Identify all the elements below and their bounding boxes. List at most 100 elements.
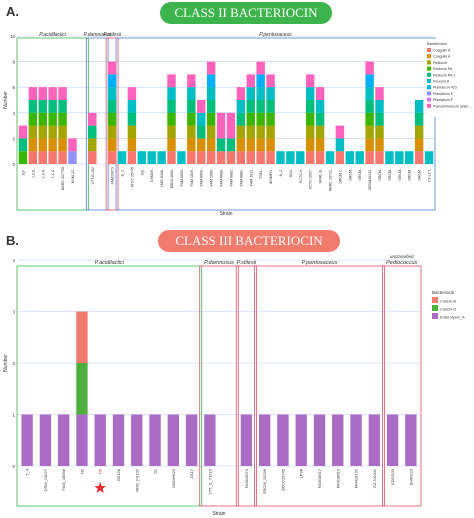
bar-segment xyxy=(48,151,57,164)
bar-segment xyxy=(187,112,196,126)
legend-label: Pediocin PA xyxy=(433,67,453,71)
legend-label: Plantaricin 423 xyxy=(433,86,457,90)
bar-segment xyxy=(167,74,176,88)
bar-segment xyxy=(315,100,325,113)
x-tick-label: NBRC 107768 xyxy=(61,167,65,190)
bar-segment xyxy=(365,61,374,75)
bar-segment xyxy=(305,125,315,139)
legend-swatch xyxy=(427,48,431,52)
bar-segment xyxy=(68,138,77,152)
bar-segment xyxy=(236,138,246,152)
bar-segment xyxy=(414,112,424,126)
bar-segment xyxy=(424,151,434,164)
bar-segment xyxy=(38,87,47,100)
x-tick-label: KCTC-6... xyxy=(299,167,303,183)
bar-segment xyxy=(187,74,196,88)
bar-segment xyxy=(167,112,176,126)
bar-segment xyxy=(236,100,246,113)
group-label: P.acidilactici xyxy=(95,260,125,266)
x-tick-label: MNB_FS102 xyxy=(134,468,139,492)
x-tick-label: T_4 xyxy=(25,468,30,476)
bar-segment xyxy=(206,125,216,139)
bar-segment xyxy=(58,100,67,113)
x-tick-label: EDGC03 xyxy=(390,468,395,485)
bar-segment xyxy=(236,87,246,100)
x-tick-label: IDSMPO... xyxy=(269,167,273,184)
x-tick-label: SRCM... xyxy=(348,167,352,181)
bar-segment xyxy=(375,138,384,152)
bar-segment xyxy=(18,151,28,164)
bar-segment xyxy=(76,311,88,363)
bar-segment xyxy=(28,112,38,126)
group-label: P.acidilactici xyxy=(39,32,67,38)
legend-swatch xyxy=(432,297,438,303)
x-tick-label: SRCM_10236 xyxy=(262,468,267,494)
bar-segment xyxy=(204,414,216,466)
x-tick-label: NRRL-B... xyxy=(319,167,323,183)
group-box-1 xyxy=(199,265,239,507)
x-tick-label: FAM 8888... xyxy=(220,167,224,186)
bar-segment xyxy=(167,125,176,139)
bar-segment xyxy=(277,414,289,466)
x-tick-label: FAM18615 xyxy=(335,468,340,488)
bar-segment xyxy=(48,125,57,139)
highlight-star-icon xyxy=(94,482,106,493)
legend-swatch xyxy=(427,54,431,59)
legend-label: Colicin-B xyxy=(440,299,456,304)
bar-segment xyxy=(206,87,216,100)
legend-swatch xyxy=(427,72,431,77)
bar-segment xyxy=(236,125,246,139)
bar-segment xyxy=(187,138,196,152)
bar-segment xyxy=(266,151,275,164)
bar-segment xyxy=(216,151,226,164)
bar-segment xyxy=(295,414,307,466)
bar-segment xyxy=(76,414,88,466)
x-tick-label: LZ-8... xyxy=(31,167,35,177)
bar-segment xyxy=(405,151,414,164)
legend-label: Penocin A xyxy=(433,80,450,84)
group-box-2 xyxy=(235,265,257,507)
bar-segment xyxy=(276,151,285,164)
bar-segment xyxy=(246,112,255,126)
x-tick-label: JQ-... xyxy=(21,167,25,176)
bar-segment xyxy=(206,61,216,75)
bar-segment xyxy=(112,414,125,466)
bar-segment xyxy=(28,125,38,139)
bar-segment xyxy=(127,87,137,100)
bar-segment xyxy=(246,151,255,164)
bar-segment xyxy=(266,112,275,126)
bar-segment xyxy=(167,87,176,100)
bar-segment xyxy=(28,100,38,113)
legend-swatch xyxy=(427,103,431,108)
bar-segment xyxy=(315,138,325,152)
bar-segment xyxy=(107,112,117,126)
class-ii-stacked-bar-chart: 0 2 4 6 8 10 P.acidilactici P.damnosusP.stilesi… xyxy=(3,32,472,217)
bar-segment xyxy=(88,151,97,164)
bar-segment xyxy=(88,138,97,152)
bar-segment xyxy=(76,363,88,415)
bar-segment xyxy=(58,414,70,466)
bar-segment xyxy=(68,151,77,164)
bar-segment xyxy=(313,414,326,466)
bar-segment xyxy=(147,151,156,164)
x-tick-label: LMG-8286... xyxy=(160,167,164,187)
x-tick-label: FAM18517 xyxy=(317,468,322,488)
bar-segment xyxy=(405,414,417,466)
bar-segment xyxy=(48,100,57,113)
x-tick-label: DSM_14027 xyxy=(43,468,48,491)
bar-segment xyxy=(256,100,265,113)
bar-segment xyxy=(240,414,253,466)
bar-segment xyxy=(305,74,315,88)
bar-segment xyxy=(246,87,255,100)
bar-segment xyxy=(197,151,206,164)
x-tick-label: S1 xyxy=(153,468,158,474)
bar-segment xyxy=(18,138,28,152)
x-tick-label: NSM-22... xyxy=(71,167,75,183)
x-tick-label: B8D0-1800... xyxy=(170,167,174,188)
y-axis-title: Number xyxy=(3,354,9,372)
bar-segment xyxy=(38,112,47,126)
legend-title: Bacteriocin xyxy=(427,41,447,46)
bar-segment xyxy=(385,151,394,164)
bar-segment xyxy=(296,151,305,164)
x-tick-label: VTT_E_73215 xyxy=(207,468,212,495)
